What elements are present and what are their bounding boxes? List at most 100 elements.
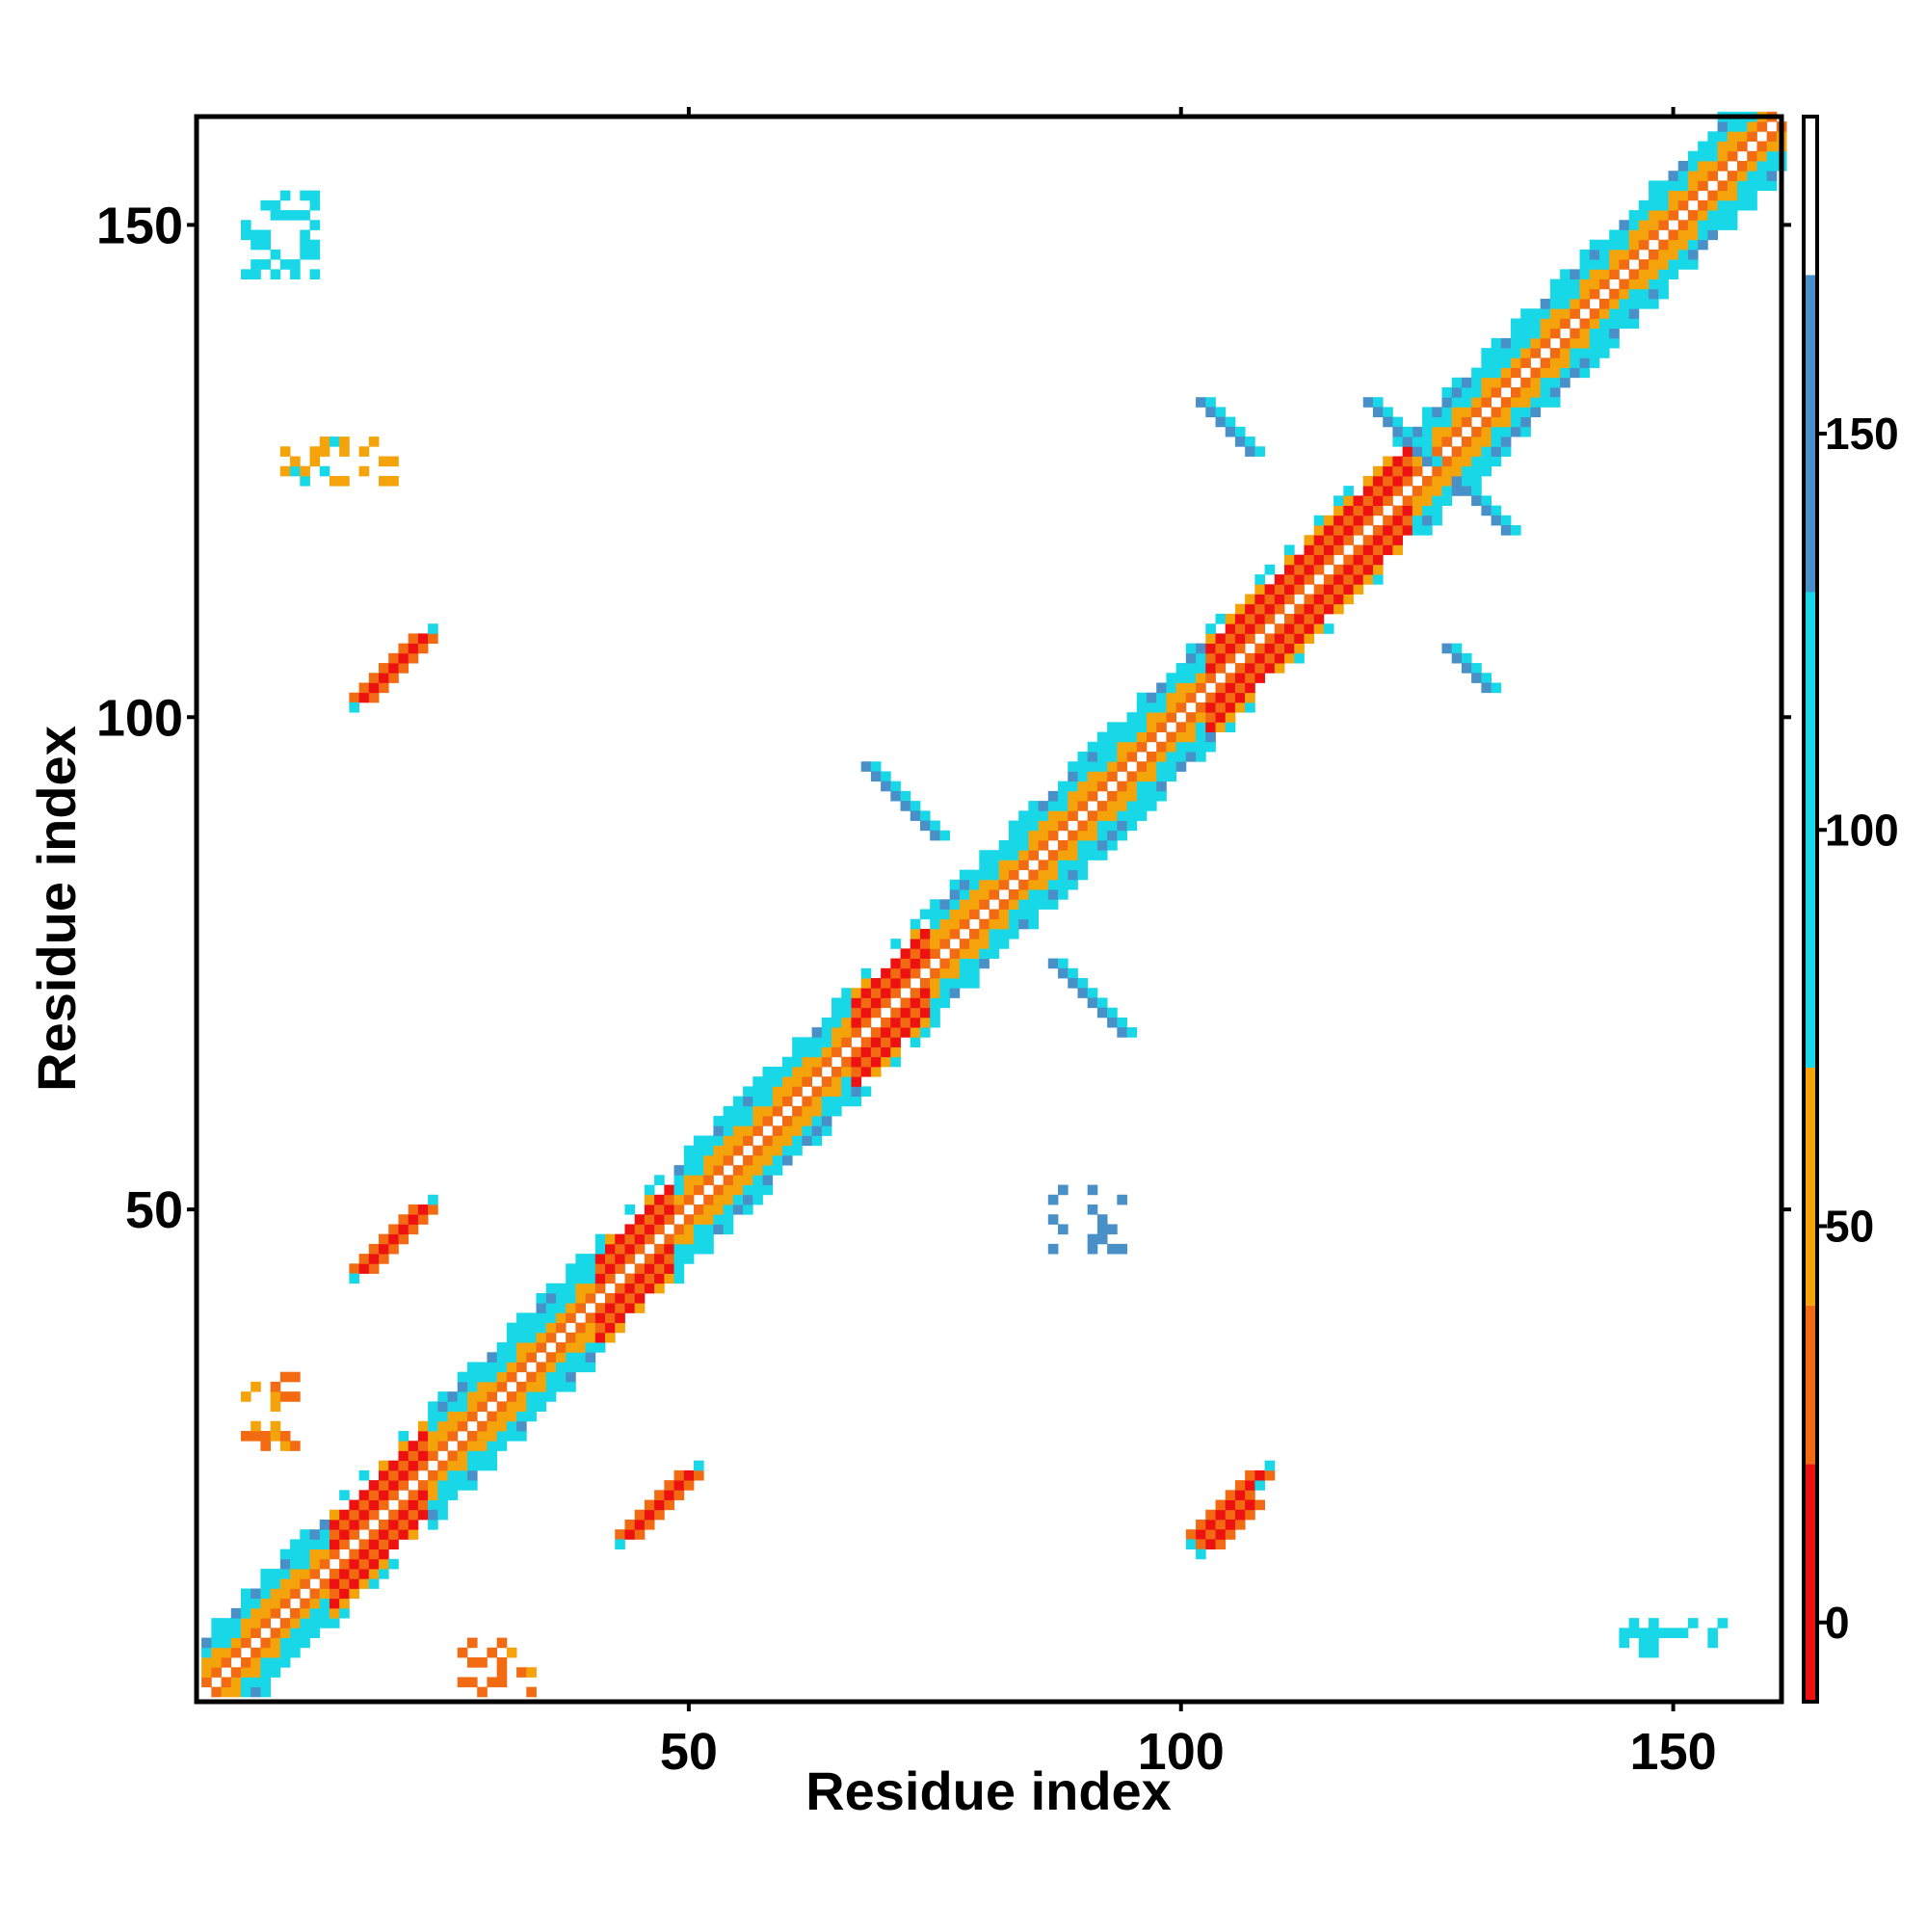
heatmap-cell bbox=[683, 1165, 695, 1176]
x-tick-label: 100 bbox=[1138, 1723, 1225, 1781]
heatmap-cell bbox=[1353, 544, 1364, 556]
heatmap-cell bbox=[1087, 761, 1098, 772]
heatmap-cell bbox=[1274, 574, 1285, 585]
heatmap-cell bbox=[644, 1194, 655, 1205]
heatmap-cell bbox=[743, 1194, 753, 1205]
heatmap-cell bbox=[319, 1529, 330, 1540]
heatmap-cell bbox=[270, 1607, 281, 1619]
heatmap-cell bbox=[279, 1657, 291, 1668]
heatmap-cell bbox=[211, 1686, 222, 1698]
heatmap-cell bbox=[1068, 761, 1078, 772]
heatmap-cell bbox=[309, 269, 321, 279]
heatmap-cell bbox=[1432, 416, 1442, 428]
heatmap-cell bbox=[703, 1165, 714, 1176]
heatmap-cell bbox=[417, 1460, 429, 1471]
heatmap-cell bbox=[900, 967, 911, 979]
heatmap-cell bbox=[319, 1539, 330, 1550]
heatmap-cell bbox=[1107, 741, 1118, 753]
heatmap-cell bbox=[1549, 357, 1561, 368]
heatmap-cell bbox=[466, 1657, 478, 1668]
heatmap-cell bbox=[1313, 623, 1325, 634]
heatmap-cell bbox=[1717, 160, 1729, 172]
heatmap-cell bbox=[811, 1046, 823, 1058]
heatmap-cell bbox=[487, 1420, 498, 1432]
heatmap-cell bbox=[664, 1490, 674, 1500]
heatmap-cell bbox=[1313, 564, 1325, 575]
heatmap-cell bbox=[1609, 288, 1620, 300]
heatmap-cell bbox=[1471, 386, 1482, 398]
heatmap-cell bbox=[477, 1381, 488, 1392]
heatmap-cell bbox=[1234, 1490, 1246, 1500]
heatmap-cell bbox=[919, 1017, 931, 1028]
heatmap-cell bbox=[437, 1460, 448, 1471]
heatmap-cell bbox=[890, 967, 901, 979]
heatmap-cell bbox=[1323, 623, 1334, 634]
heatmap-cell bbox=[368, 1539, 380, 1550]
heatmap-cell bbox=[388, 1469, 399, 1481]
heatmap-cell bbox=[545, 1332, 557, 1343]
heatmap-cell bbox=[1205, 701, 1216, 713]
heatmap-cell bbox=[998, 918, 1010, 930]
heatmap-cell bbox=[1560, 377, 1571, 388]
heatmap-cell bbox=[1698, 210, 1708, 221]
heatmap-cell bbox=[300, 229, 310, 241]
heatmap-cell bbox=[713, 1224, 725, 1235]
heatmap-cell bbox=[1245, 613, 1255, 624]
heatmap-cell bbox=[1677, 239, 1689, 251]
heatmap-cell bbox=[1205, 397, 1216, 408]
heatmap-cell bbox=[1294, 633, 1305, 645]
heatmap-cell bbox=[251, 229, 261, 241]
heatmap-cell bbox=[1422, 426, 1433, 437]
heatmap-cell bbox=[1294, 603, 1305, 615]
heatmap-cell bbox=[673, 1175, 685, 1185]
heatmap-cell bbox=[673, 1263, 685, 1274]
heatmap-cell bbox=[270, 1667, 281, 1678]
heatmap-cell bbox=[1205, 741, 1216, 753]
heatmap-cell bbox=[1727, 131, 1738, 142]
heatmap-cell bbox=[989, 889, 1000, 900]
heatmap-cell bbox=[1333, 535, 1344, 545]
heatmap-cell bbox=[1087, 839, 1098, 851]
heatmap-cell bbox=[1589, 348, 1600, 358]
heatmap-cell bbox=[437, 1499, 448, 1511]
heatmap-cell bbox=[1687, 1618, 1699, 1628]
heatmap-cell bbox=[1215, 1519, 1227, 1530]
heatmap-cell bbox=[1117, 722, 1127, 732]
heatmap-cell bbox=[506, 1401, 517, 1412]
heatmap-cell bbox=[477, 1371, 488, 1383]
heatmap-cell bbox=[270, 1381, 281, 1392]
heatmap-cell bbox=[732, 1184, 744, 1196]
heatmap-cell bbox=[919, 978, 931, 989]
heatmap-cell bbox=[1598, 259, 1610, 270]
heatmap-cell bbox=[496, 1401, 508, 1412]
heatmap-cell bbox=[792, 1056, 803, 1068]
heatmap-cell bbox=[1117, 1027, 1127, 1038]
heatmap-cell bbox=[379, 1539, 389, 1550]
heatmap-cell bbox=[832, 1086, 842, 1098]
heatmap-cell bbox=[1579, 288, 1591, 300]
heatmap-cell bbox=[1668, 199, 1679, 211]
heatmap-cell bbox=[1422, 475, 1433, 487]
heatmap-cell bbox=[723, 1145, 734, 1156]
heatmap-cell bbox=[1520, 386, 1531, 398]
heatmap-cell bbox=[260, 1607, 272, 1619]
heatmap-cell bbox=[1570, 357, 1580, 368]
heatmap-cell bbox=[536, 1292, 547, 1304]
heatmap-cell bbox=[575, 1352, 586, 1363]
heatmap-cell bbox=[802, 1076, 812, 1087]
heatmap-cell bbox=[379, 1460, 389, 1471]
heatmap-cell bbox=[979, 899, 990, 910]
heatmap-cell bbox=[1038, 820, 1049, 832]
heatmap-cell bbox=[1756, 171, 1768, 181]
heatmap-cell bbox=[1471, 486, 1482, 496]
heatmap-cell bbox=[358, 1548, 370, 1560]
heatmap-cell bbox=[1717, 131, 1729, 142]
heatmap-cell bbox=[1038, 899, 1049, 910]
heatmap-cell bbox=[1018, 899, 1029, 910]
heatmap-cell bbox=[664, 1480, 674, 1491]
heatmap-cell bbox=[1560, 278, 1571, 290]
heatmap-cell bbox=[1412, 495, 1423, 506]
heatmap-cell bbox=[1313, 584, 1325, 595]
heatmap-cell bbox=[1383, 456, 1393, 467]
heatmap-cell bbox=[634, 1509, 646, 1521]
